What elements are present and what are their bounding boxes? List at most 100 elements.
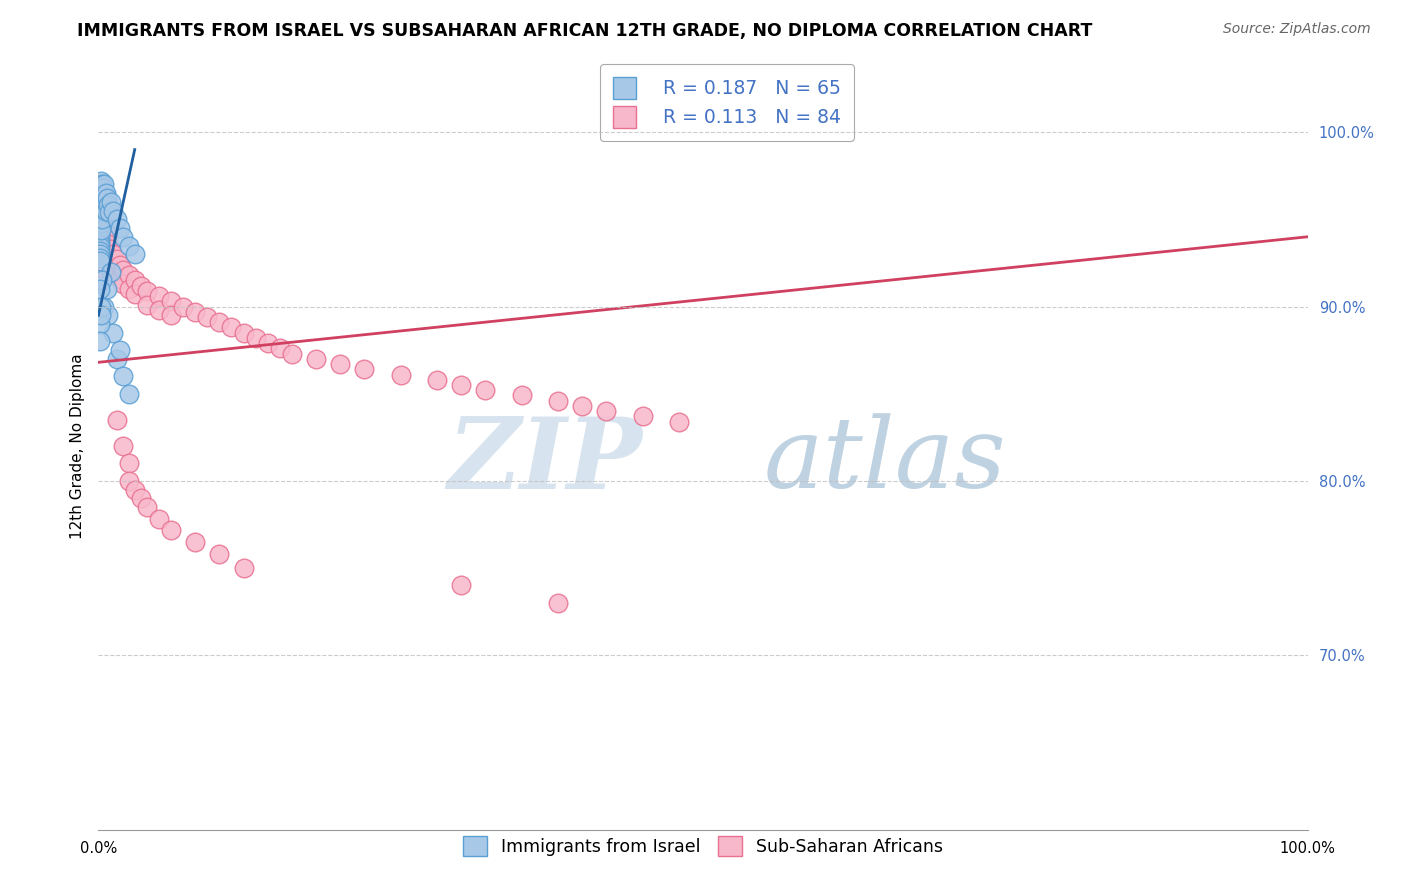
Point xyxy=(96,282,118,296)
Point xyxy=(91,244,114,258)
Point xyxy=(89,203,111,218)
Point xyxy=(89,221,111,235)
Point xyxy=(108,343,131,358)
Point xyxy=(89,203,111,218)
Point xyxy=(160,294,183,309)
Point xyxy=(269,342,291,356)
Point xyxy=(195,310,218,324)
Point xyxy=(668,415,690,429)
Point xyxy=(91,194,114,209)
Point xyxy=(353,362,375,376)
Point xyxy=(91,202,114,216)
Point xyxy=(91,229,114,244)
Point xyxy=(91,212,114,227)
Point xyxy=(450,578,472,592)
Point xyxy=(97,308,120,322)
Point xyxy=(160,308,183,322)
Point xyxy=(245,331,267,345)
Point xyxy=(90,300,112,314)
Point xyxy=(89,190,111,204)
Point xyxy=(89,236,111,251)
Point xyxy=(93,178,115,192)
Point xyxy=(90,240,112,254)
Point xyxy=(89,244,111,258)
Text: IMMIGRANTS FROM ISRAEL VS SUBSAHARAN AFRICAN 12TH GRADE, NO DIPLOMA CORRELATION : IMMIGRANTS FROM ISRAEL VS SUBSAHARAN AFR… xyxy=(77,22,1092,40)
Point xyxy=(571,399,593,413)
Point xyxy=(89,227,111,241)
Point xyxy=(90,308,112,322)
Point xyxy=(305,351,328,366)
Point xyxy=(91,178,114,192)
Point xyxy=(232,326,254,340)
Point xyxy=(91,203,114,218)
Point xyxy=(90,212,112,227)
Point xyxy=(108,271,131,285)
Point xyxy=(329,357,352,371)
Point xyxy=(89,251,111,265)
Point xyxy=(89,216,111,230)
Point xyxy=(89,240,111,254)
Point xyxy=(547,393,569,408)
Point xyxy=(94,227,117,241)
Point xyxy=(93,300,115,314)
Point xyxy=(91,221,114,235)
Point xyxy=(118,238,141,252)
Point xyxy=(232,561,254,575)
Point xyxy=(184,535,207,549)
Point xyxy=(89,216,111,230)
Point xyxy=(91,273,114,287)
Point xyxy=(90,181,112,195)
Point xyxy=(105,266,128,280)
Point xyxy=(89,178,111,192)
Point xyxy=(93,194,115,209)
Point xyxy=(135,284,157,298)
Point xyxy=(148,303,170,318)
Point xyxy=(135,500,157,514)
Point xyxy=(129,491,152,506)
Point xyxy=(148,512,170,526)
Point xyxy=(118,457,141,471)
Point xyxy=(91,181,114,195)
Y-axis label: 12th Grade, No Diploma: 12th Grade, No Diploma xyxy=(69,353,84,539)
Point xyxy=(450,378,472,392)
Point xyxy=(105,351,128,366)
Point xyxy=(118,474,141,488)
Point xyxy=(90,174,112,188)
Point xyxy=(91,186,114,201)
Point xyxy=(91,191,114,205)
Point xyxy=(96,191,118,205)
Point xyxy=(90,188,112,202)
Point xyxy=(111,439,134,453)
Point xyxy=(389,368,412,382)
Point xyxy=(90,198,112,212)
Point xyxy=(547,596,569,610)
Text: Source: ZipAtlas.com: Source: ZipAtlas.com xyxy=(1223,22,1371,37)
Point xyxy=(124,483,146,497)
Point xyxy=(101,326,124,340)
Point xyxy=(91,261,114,276)
Legend: Immigrants from Israel, Sub-Saharan Africans: Immigrants from Israel, Sub-Saharan Afri… xyxy=(456,830,950,863)
Point xyxy=(94,186,117,201)
Point xyxy=(160,523,183,537)
Point xyxy=(89,233,111,247)
Point xyxy=(100,265,122,279)
Point xyxy=(90,209,112,223)
Point xyxy=(124,247,146,261)
Text: ZIP: ZIP xyxy=(447,413,643,509)
Point xyxy=(97,236,120,251)
Point xyxy=(91,209,114,223)
Point xyxy=(105,252,128,267)
Point xyxy=(96,231,118,245)
Point xyxy=(118,386,141,401)
Point xyxy=(90,194,112,209)
Point xyxy=(91,247,114,261)
Point xyxy=(93,221,115,235)
Point xyxy=(595,404,617,418)
Point xyxy=(100,256,122,270)
Point xyxy=(89,317,111,331)
Point xyxy=(90,223,112,237)
Point xyxy=(98,205,121,219)
Point xyxy=(89,282,111,296)
Point xyxy=(91,233,114,247)
Point xyxy=(91,216,114,230)
